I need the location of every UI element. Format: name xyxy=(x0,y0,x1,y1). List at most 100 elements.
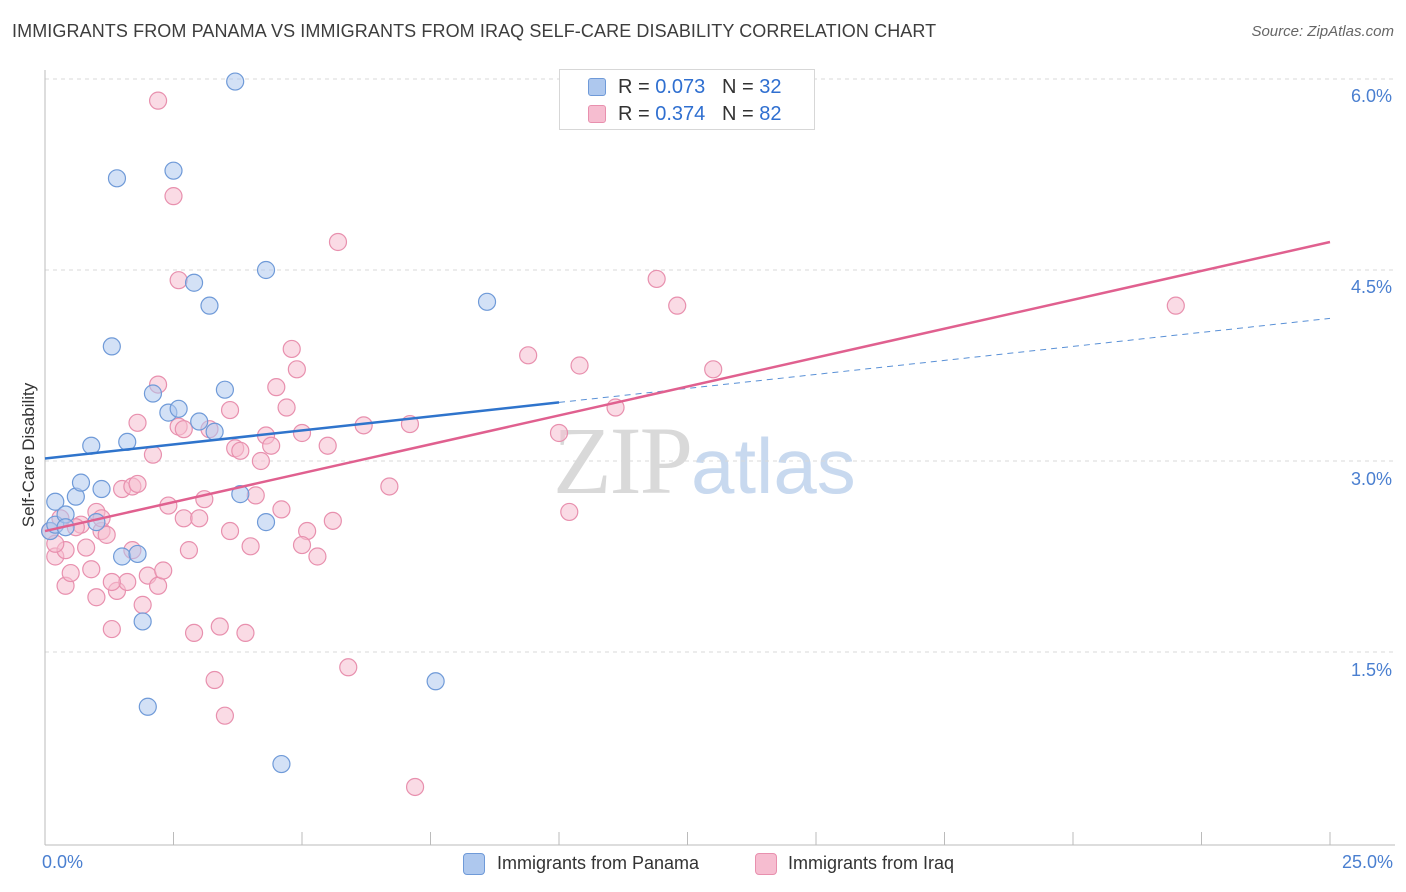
point-iraq-55 xyxy=(308,547,327,566)
point-panama-17 xyxy=(143,384,163,403)
y-tick-label-3: 3.0% xyxy=(1350,469,1392,489)
point-iraq-26 xyxy=(154,561,173,580)
legend-r-value-panama: 0.073 xyxy=(655,76,706,98)
point-panama-24 xyxy=(205,422,224,441)
legend-n-value-iraq: 82 xyxy=(759,103,782,125)
point-iraq-49 xyxy=(267,378,286,397)
point-iraq-80 xyxy=(272,500,291,519)
point-iraq-43 xyxy=(236,623,255,643)
point-iraq-56 xyxy=(318,436,337,455)
legend-n-label-panama: N = xyxy=(721,76,760,98)
legend-r-label-iraq: R = xyxy=(618,103,656,125)
point-iraq-52 xyxy=(287,360,306,379)
point-panama-27 xyxy=(231,485,250,504)
point-iraq-9 xyxy=(87,588,106,607)
point-iraq-64 xyxy=(519,346,538,365)
point-iraq-23 xyxy=(143,445,163,464)
chart-title: IMMIGRANTS FROM PANAMA VS IMMIGRANTS FRO… xyxy=(12,21,937,41)
legend-r-label-panama: R = xyxy=(618,76,656,98)
point-panama-30 xyxy=(272,754,291,774)
x-tick-label-min: 0.0% xyxy=(42,852,84,872)
legend-swatch-iraq xyxy=(588,105,606,123)
trendline-panama xyxy=(44,401,560,460)
point-iraq-31 xyxy=(174,509,193,528)
point-panama-26 xyxy=(226,72,245,91)
point-iraq-69 xyxy=(647,269,666,289)
point-iraq-57 xyxy=(323,511,342,530)
y-tick-label-1-5: 1.5% xyxy=(1350,660,1392,680)
correlation-legend: R = 0.073 N = 32 R = 0.374 N = 82 xyxy=(559,69,815,130)
point-iraq-79 xyxy=(220,521,240,541)
point-iraq-46 xyxy=(251,451,270,471)
point-iraq-65 xyxy=(549,423,569,443)
bottom-legend-swatch-iraq xyxy=(755,853,777,875)
point-panama-29 xyxy=(256,513,276,532)
watermark-atlas: atlas xyxy=(691,422,856,510)
point-panama-9 xyxy=(92,479,111,499)
point-iraq-73 xyxy=(148,91,168,110)
point-iraq-72 xyxy=(1166,296,1185,315)
point-panama-20 xyxy=(169,399,188,418)
legend-n-value-panama: 32 xyxy=(759,76,782,98)
point-iraq-71 xyxy=(704,360,723,379)
point-iraq-28 xyxy=(164,187,183,206)
point-panama-6 xyxy=(71,473,91,492)
bottom-legend-label-panama: Immigrants from Panama xyxy=(497,853,700,873)
point-iraq-5 xyxy=(61,563,80,583)
point-iraq-58 xyxy=(328,232,348,252)
point-iraq-40 xyxy=(220,400,240,420)
point-panama-25 xyxy=(215,380,234,399)
point-iraq-19 xyxy=(128,474,147,494)
point-panama-19 xyxy=(164,161,183,180)
legend-swatch-panama xyxy=(588,78,606,96)
point-iraq-25 xyxy=(148,576,168,595)
bottom-legend-label-iraq: Immigrants from Iraq xyxy=(788,853,955,873)
point-iraq-16 xyxy=(118,572,137,592)
legend-n-label-iraq: N = xyxy=(721,103,760,125)
trendline-iraq xyxy=(44,240,1331,533)
point-panama-15 xyxy=(133,612,152,631)
point-panama-14 xyxy=(128,544,147,564)
point-iraq-81 xyxy=(292,535,312,555)
point-iraq-66 xyxy=(560,502,579,522)
point-iraq-30 xyxy=(174,420,193,439)
point-panama-16 xyxy=(138,697,157,716)
x-tick-label-max: 25.0% xyxy=(1341,852,1393,872)
point-iraq-53 xyxy=(292,423,312,443)
y-tick-label-4-5: 4.5% xyxy=(1350,277,1392,297)
legend-row-iraq: R = 0.374 N = 82 xyxy=(618,103,781,126)
point-iraq-45 xyxy=(246,486,265,505)
point-panama-23 xyxy=(200,296,219,315)
point-iraq-44 xyxy=(241,537,260,556)
point-iraq-37 xyxy=(205,670,224,690)
trendline-panama-extension xyxy=(558,317,1331,403)
point-iraq-78 xyxy=(169,271,188,290)
point-iraq-38 xyxy=(210,617,229,636)
source-label: Source: ZipAtlas.com xyxy=(1251,23,1394,40)
y-tick-label-6: 6.0% xyxy=(1350,86,1392,106)
point-panama-22 xyxy=(190,412,209,431)
point-iraq-12 xyxy=(97,525,116,544)
point-iraq-8 xyxy=(82,560,101,579)
point-iraq-34 xyxy=(190,509,209,528)
point-iraq-20 xyxy=(128,413,147,432)
point-iraq-74 xyxy=(102,572,121,592)
point-panama-31 xyxy=(477,292,497,311)
bottom-legend-swatch-panama xyxy=(463,853,485,875)
point-iraq-21 xyxy=(133,595,152,614)
point-iraq-67 xyxy=(570,356,589,375)
y-axis-label: Self-Care Disability xyxy=(19,382,38,528)
legend-r-value-iraq: 0.374 xyxy=(655,103,706,125)
point-iraq-48 xyxy=(262,436,281,455)
point-iraq-42 xyxy=(231,441,250,460)
point-panama-21 xyxy=(184,273,204,292)
point-iraq-51 xyxy=(282,339,301,359)
point-panama-8 xyxy=(87,513,106,532)
point-panama-11 xyxy=(107,169,127,188)
point-iraq-70 xyxy=(668,296,687,315)
point-iraq-63 xyxy=(405,777,425,797)
point-iraq-39 xyxy=(215,706,234,725)
point-panama-10 xyxy=(102,337,121,356)
point-iraq-13 xyxy=(102,619,121,639)
